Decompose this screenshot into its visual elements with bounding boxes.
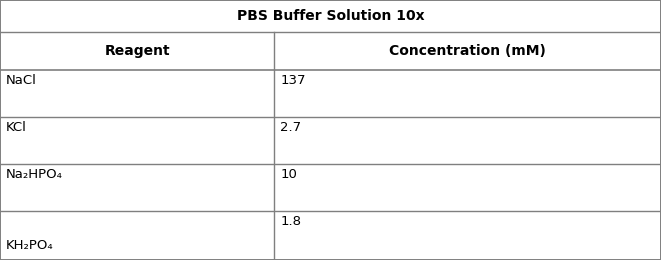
- Text: Na₂HPO₄: Na₂HPO₄: [6, 168, 63, 181]
- Text: KH₂PO₄: KH₂PO₄: [6, 239, 54, 252]
- Text: PBS Buffer Solution 10x: PBS Buffer Solution 10x: [237, 9, 424, 23]
- Text: NaCl: NaCl: [6, 74, 37, 87]
- Text: 10: 10: [280, 168, 297, 181]
- Text: 2.7: 2.7: [280, 121, 301, 134]
- Text: 137: 137: [280, 74, 306, 87]
- Text: 1.8: 1.8: [280, 215, 301, 228]
- Text: Reagent: Reagent: [104, 44, 170, 58]
- Text: Concentration (mM): Concentration (mM): [389, 44, 546, 58]
- Text: KCl: KCl: [6, 121, 27, 134]
